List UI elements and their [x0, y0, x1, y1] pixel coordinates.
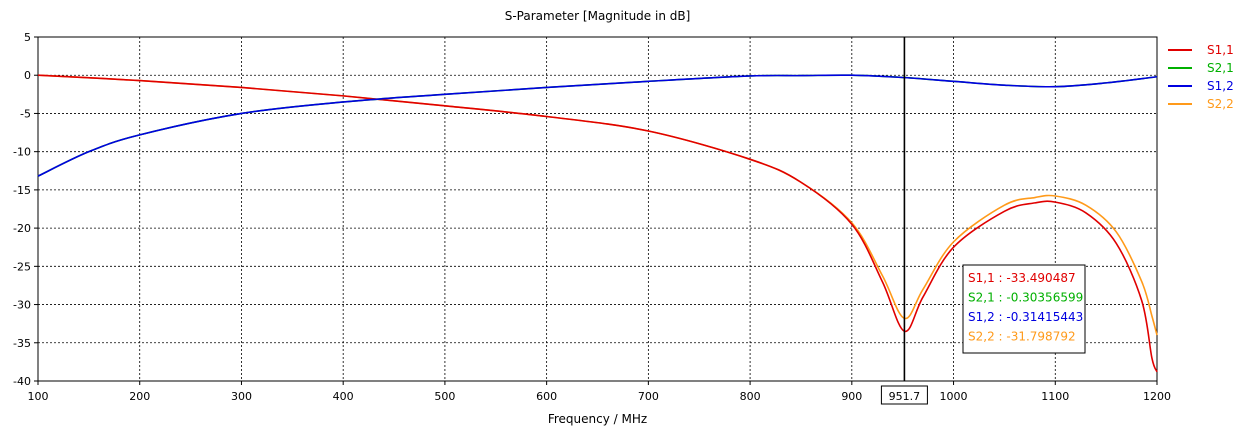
series-line-S1-1 [37, 74, 1158, 373]
legend-label: S1,1 [1207, 43, 1234, 57]
marker-readout-box [962, 264, 1086, 354]
marker-readout: S2,2 : -31.798792 [968, 330, 1076, 344]
legend-label: S2,2 [1207, 97, 1234, 111]
legend-label: S2,1 [1207, 61, 1234, 75]
y-tick-label: -35 [13, 337, 31, 350]
series-line-S2-1 [37, 74, 1158, 177]
x-tick-label: 1200 [1143, 390, 1171, 403]
y-tick-label: -15 [13, 184, 31, 197]
y-tick-label: 0 [24, 69, 31, 82]
x-tick-label: 1000 [940, 390, 968, 403]
y-tick-label: -40 [13, 375, 31, 388]
series-lines [37, 74, 1158, 373]
x-tick-label: 500 [434, 390, 455, 403]
legend: S1,1 S2,1 S1,2 S2,2 [1168, 43, 1234, 111]
x-tick-label: 1100 [1041, 390, 1069, 403]
x-axis-label: Frequency / MHz [548, 412, 647, 426]
y-tick-label: -30 [13, 299, 31, 312]
x-tick-label: 600 [536, 390, 557, 403]
y-tick-label: 5 [24, 31, 31, 44]
x-tick-label: 200 [129, 390, 150, 403]
chart-title: S-Parameter [Magnitude in dB] [505, 9, 691, 23]
axis-ticks: 100 200 300 400 500 600 700 800 900 1000 1100 1200 5… [13, 31, 1171, 403]
legend-label: S1,2 [1207, 79, 1234, 93]
marker-readout: S1,2 : -0.31415443 [968, 310, 1083, 324]
y-tick-label: -20 [13, 222, 31, 235]
marker-x-box [880, 385, 928, 405]
series-line-S1-2 [37, 74, 1158, 177]
x-tick-label: 800 [740, 390, 761, 403]
x-tick-label: 700 [638, 390, 659, 403]
y-tick-label: -10 [13, 146, 31, 159]
marker-x-label: 951.7 [889, 390, 921, 403]
x-tick-label: 900 [841, 390, 862, 403]
x-tick-label: 400 [333, 390, 354, 403]
x-tick-label: 100 [28, 390, 49, 403]
plot-frame [37, 36, 1158, 382]
x-tick-label: 300 [231, 390, 252, 403]
y-tick-label: -25 [13, 260, 31, 273]
marker-readout: S1,1 : -33.490487 [968, 271, 1076, 285]
marker[interactable]: 951.7 S1,1 : -33.490487 S2,1 : -0.30356599… [880, 37, 1086, 405]
y-tick-label: -5 [20, 107, 31, 120]
marker-readout: S2,1 : -0.30356599 [968, 291, 1083, 305]
